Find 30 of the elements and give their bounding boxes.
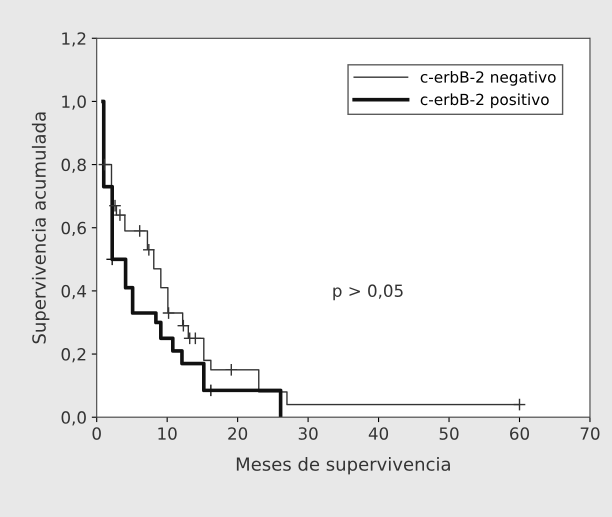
y-tick-label: 0,2 <box>62 348 86 362</box>
y-tick-label: 0,0 <box>62 411 86 426</box>
point <box>98 158 111 172</box>
y-tick-label: 0,8 <box>62 158 86 173</box>
point <box>113 208 126 222</box>
x-tick-label: 30 <box>298 427 318 440</box>
x-tick-label: 40 <box>368 427 388 440</box>
y-tick-label: 1,2 <box>62 32 86 47</box>
x-tick-label: 0 <box>92 427 101 440</box>
annotation: p > 0,05 <box>333 284 403 300</box>
x-tick-label: 60 <box>510 427 529 440</box>
point <box>142 243 156 256</box>
point <box>224 363 238 376</box>
y-tick-label: 0,6 <box>62 222 86 236</box>
point <box>188 332 202 345</box>
point <box>108 199 122 212</box>
y-axis-title: Supervivencia acumulada <box>32 112 50 344</box>
legend-label: c-erbB-2 negativo <box>420 70 556 86</box>
y-tick-label: 0,4 <box>62 284 86 300</box>
x-tick-label: 50 <box>440 427 459 440</box>
x-tick-label: 20 <box>228 427 248 440</box>
point <box>162 306 176 320</box>
point <box>176 319 190 332</box>
x-tick-label: 10 <box>158 427 177 440</box>
x-tick-label: 70 <box>580 427 600 440</box>
x-axis-title: Meses de supervivencia <box>236 456 450 474</box>
point <box>512 398 526 412</box>
y-tick-label: 1,0 <box>62 95 86 110</box>
point <box>133 224 146 238</box>
legend-label: c-erbB-2 positivo <box>420 93 549 108</box>
